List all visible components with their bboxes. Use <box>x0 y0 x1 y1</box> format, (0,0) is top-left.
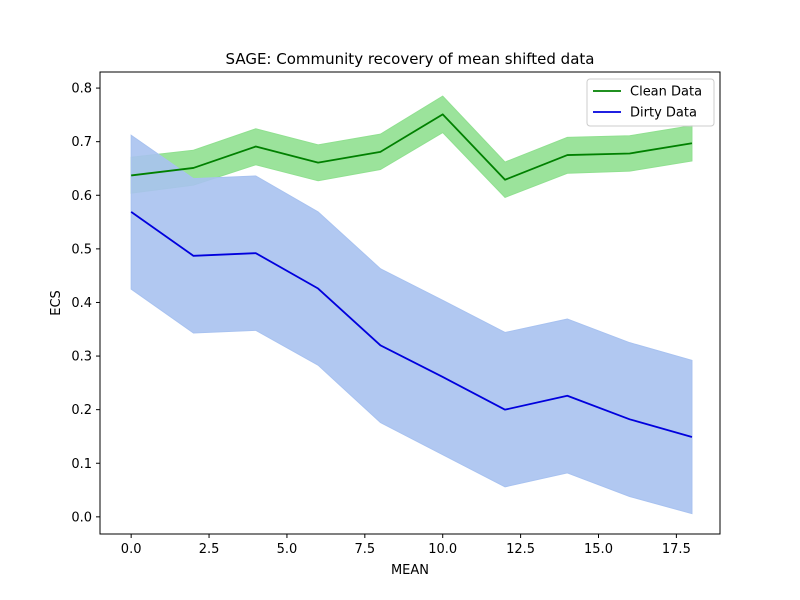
y-tick-label: 0.0 <box>71 510 92 525</box>
y-axis-ticks: 0.0 0.1 0.2 0.3 0.4 0.5 0.6 0.7 0.8 <box>71 82 100 525</box>
x-tick-label: 10.0 <box>428 542 457 557</box>
x-tick-label: 0.0 <box>121 542 142 557</box>
legend: Clean Data Dirty Data <box>586 78 715 127</box>
y-axis-label: ECS <box>49 290 64 316</box>
y-tick-label: 0.1 <box>71 457 92 472</box>
y-tick-label: 0.6 <box>71 189 92 204</box>
line-clean-data <box>131 113 693 181</box>
x-axis-label: MEAN <box>391 563 429 578</box>
y-tick-label: 0.4 <box>71 296 92 311</box>
x-tick-label: 12.5 <box>506 542 535 557</box>
x-axis-ticks: 0.0 2.5 5.0 7.5 10.0 12.5 15.0 17.5 <box>121 534 691 557</box>
line-dirty-data <box>130 211 693 438</box>
confidence-bands <box>130 95 693 515</box>
chart-title: SAGE: Community recovery of mean shifted… <box>226 50 595 68</box>
y-tick-label: 0.7 <box>71 135 92 150</box>
y-tick-label: 0.5 <box>71 242 92 257</box>
y-tick-label: 0.2 <box>71 403 92 418</box>
x-tick-label: 7.5 <box>354 542 375 557</box>
x-tick-label: 5.0 <box>277 542 298 557</box>
x-tick-label: 17.5 <box>662 542 691 557</box>
legend-label-dirty-data: Dirty Data <box>630 106 697 121</box>
y-tick-label: 0.8 <box>71 82 92 97</box>
x-tick-label: 15.0 <box>584 542 613 557</box>
y-tick-label: 0.3 <box>71 350 92 365</box>
band-clean-data <box>130 95 693 199</box>
x-tick-label: 2.5 <box>199 542 220 557</box>
series-lines <box>130 113 693 438</box>
band-dirty-data <box>130 134 693 515</box>
plot-frame <box>99 71 721 535</box>
legend-label-clean-data: Clean Data <box>630 85 702 100</box>
